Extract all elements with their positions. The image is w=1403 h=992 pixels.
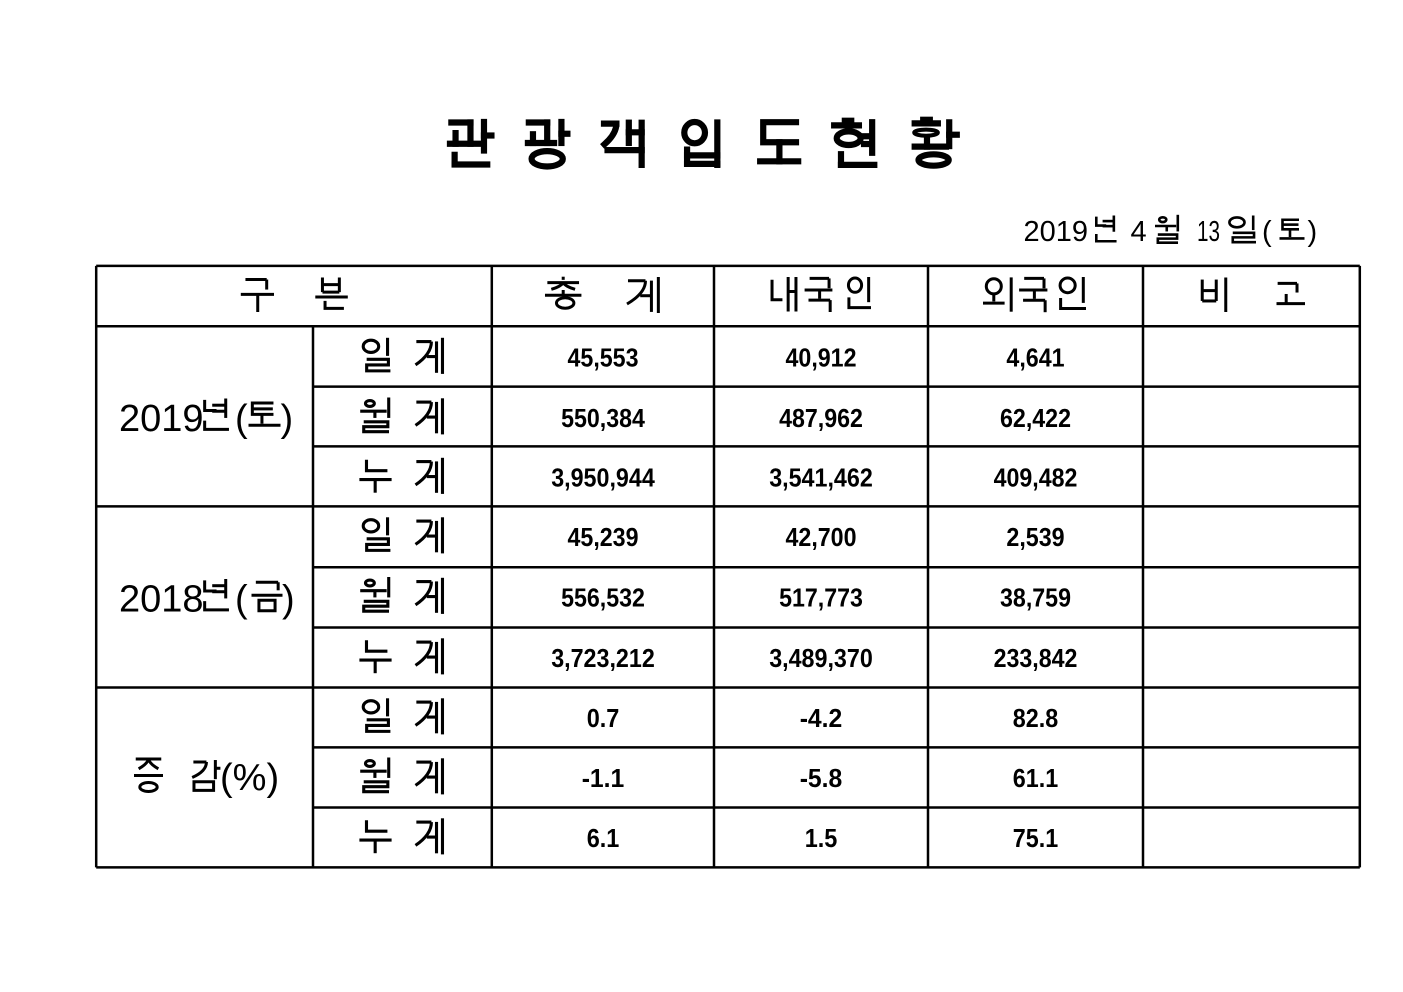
svg-text:13: 13 (1197, 216, 1220, 248)
svg-text:3,950,944: 3,950,944 (551, 465, 655, 493)
svg-text:82.8: 82.8 (1013, 705, 1058, 733)
svg-text:-4.2: -4.2 (800, 705, 843, 733)
svg-text:-1.1: -1.1 (582, 765, 625, 793)
svg-text:): ) (1308, 216, 1318, 248)
svg-text:2019: 2019 (1024, 216, 1089, 248)
svg-text:75.1: 75.1 (1013, 825, 1058, 853)
svg-text:3,723,212: 3,723,212 (551, 645, 655, 673)
svg-text:): ) (282, 579, 295, 621)
svg-text:38,759: 38,759 (1000, 585, 1071, 613)
svg-text:42,700: 42,700 (786, 524, 857, 552)
svg-text:): ) (281, 398, 294, 440)
svg-text:(%): (%) (220, 757, 279, 799)
svg-text:61.1: 61.1 (1013, 765, 1058, 793)
svg-text:3,541,462: 3,541,462 (769, 465, 873, 493)
svg-text:0.7: 0.7 (587, 705, 620, 733)
svg-text:556,532: 556,532 (561, 585, 645, 613)
svg-text:550,384: 550,384 (561, 405, 646, 433)
svg-text:1.5: 1.5 (805, 825, 838, 853)
svg-text:2018: 2018 (119, 579, 204, 621)
svg-text:487,962: 487,962 (779, 405, 863, 433)
svg-text:517,773: 517,773 (779, 585, 863, 613)
svg-text:(: ( (235, 579, 248, 621)
svg-text:-5.8: -5.8 (800, 765, 843, 793)
svg-text:45,239: 45,239 (568, 524, 639, 552)
svg-text:62,422: 62,422 (1000, 405, 1071, 433)
svg-text:409,482: 409,482 (994, 465, 1078, 493)
svg-text:2,539: 2,539 (1006, 524, 1064, 552)
svg-text:3,489,370: 3,489,370 (769, 645, 873, 673)
svg-text:4: 4 (1131, 216, 1147, 248)
svg-text:2019: 2019 (119, 398, 204, 440)
svg-text:40,912: 40,912 (786, 345, 857, 373)
svg-text:233,842: 233,842 (994, 645, 1078, 673)
svg-text:6.1: 6.1 (587, 825, 620, 853)
svg-text:45,553: 45,553 (568, 345, 639, 373)
svg-text:4,641: 4,641 (1006, 345, 1064, 373)
svg-text:(: ( (1262, 216, 1272, 248)
svg-text:(: ( (235, 398, 248, 440)
